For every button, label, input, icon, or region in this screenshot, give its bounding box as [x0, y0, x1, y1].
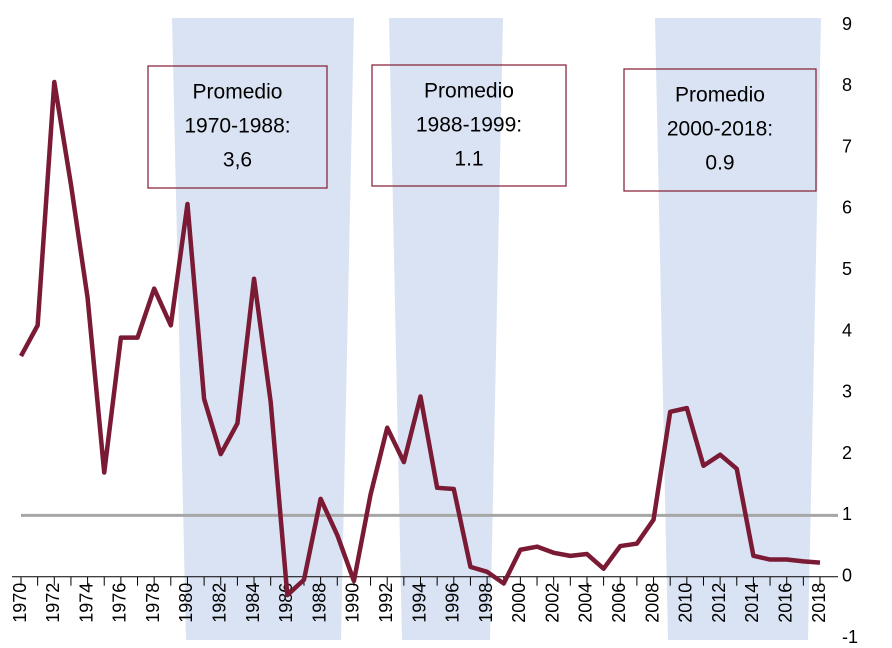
- x-tick-label: 1972: [43, 583, 63, 623]
- annotation-box: [623, 68, 817, 192]
- x-tick-label: 1980: [176, 583, 196, 623]
- y-tick-label: 2: [842, 443, 852, 463]
- x-tick-label: 1984: [243, 583, 263, 623]
- annotation-text: 3,6: [223, 149, 252, 172]
- y-tick-label: 0: [842, 565, 852, 585]
- x-tick-label: 1992: [376, 583, 396, 623]
- annotation-text: 2000-2018:: [667, 118, 773, 141]
- annotation-text: 0.9: [705, 152, 734, 175]
- shaded-period: [655, 18, 821, 640]
- x-tick-label: 1994: [409, 583, 429, 623]
- annotation-text: 1970-1988:: [184, 115, 290, 138]
- x-tick-label: 1976: [110, 583, 130, 623]
- x-tick-label: 1978: [143, 583, 163, 623]
- x-tick-label: 2012: [709, 583, 729, 623]
- x-tick-label: 2002: [542, 583, 562, 623]
- x-tick-label: 2008: [642, 583, 662, 623]
- x-tick-label: 1990: [343, 583, 363, 623]
- x-tick-label: 2000: [509, 583, 529, 623]
- y-tick-label: 8: [842, 75, 852, 95]
- annotation-text: 1988-1999:: [416, 114, 522, 137]
- y-tick-label: 5: [842, 259, 852, 279]
- annotation-text: Promedio: [675, 84, 765, 107]
- data-line: [19, 79, 821, 598]
- shaded-period: [389, 18, 503, 640]
- annotation-text: Promedio: [193, 81, 283, 104]
- y-tick-label: 7: [842, 136, 852, 156]
- annotation-box: [147, 65, 328, 189]
- y-tick-label: 9: [842, 14, 852, 34]
- annotation-text: Promedio: [424, 80, 514, 103]
- x-tick-label: 2018: [809, 583, 829, 623]
- x-tick-label: 2006: [609, 583, 629, 623]
- x-tick-label: 2016: [775, 583, 795, 623]
- y-tick-label: 6: [842, 198, 852, 218]
- y-tick-label: 3: [842, 382, 852, 402]
- y-tick-label: 1: [842, 504, 852, 524]
- x-tick-label: 2014: [742, 583, 762, 623]
- x-tick-label: 1998: [476, 583, 496, 623]
- x-tick-label: 2004: [576, 583, 596, 623]
- x-tick-label: 1970: [10, 583, 30, 623]
- x-tick-label: 1982: [210, 583, 230, 623]
- x-tick-label: 1974: [76, 583, 96, 623]
- y-tick-label: 4: [842, 320, 852, 340]
- annotation-text: 1.1: [454, 148, 483, 171]
- x-tick-label: 1996: [443, 583, 463, 623]
- y-tick-label: -1: [842, 627, 858, 647]
- annotation-box: [371, 64, 567, 187]
- x-tick-label: 1988: [309, 583, 329, 623]
- x-tick-label: 2010: [676, 583, 696, 623]
